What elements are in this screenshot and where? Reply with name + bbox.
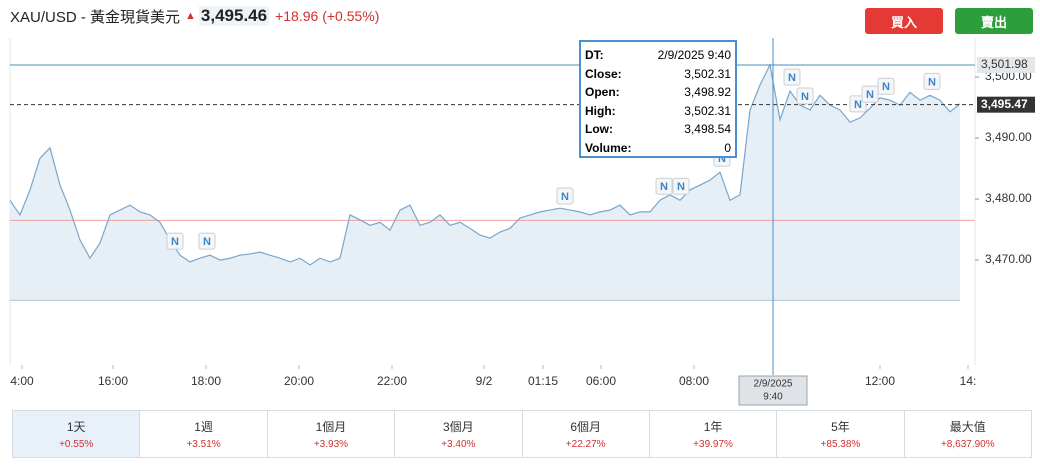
news-marker-label: N — [788, 72, 796, 84]
period-label: 1天 — [66, 420, 86, 434]
price-level-label: 3,501.98 — [981, 57, 1028, 71]
tooltip-row: Open: 3,498.92 — [585, 83, 731, 102]
period-change: +22.27% — [565, 439, 606, 450]
period-tab[interactable]: 3個月 +3.40% — [395, 411, 523, 457]
news-marker-label: N — [854, 99, 862, 111]
price-level-box — [977, 56, 1035, 73]
news-marker — [166, 232, 184, 250]
news-marker — [877, 77, 895, 95]
news-marker-label: N — [203, 236, 211, 248]
period-label: 5年 — [831, 420, 850, 434]
period-tab[interactable]: 1週 +3.51% — [140, 411, 268, 457]
tooltip-value: 3,498.54 — [684, 122, 731, 137]
news-marker — [923, 72, 941, 90]
crosshair-label-box — [738, 375, 808, 406]
area-fill — [10, 64, 960, 301]
crosshair-label: 2/9/2025 — [754, 379, 793, 390]
x-tick-label: 4:00 — [10, 374, 34, 388]
period-label: 1個月 — [315, 420, 347, 434]
tooltip-key: Close: — [585, 66, 622, 81]
period-label: 3個月 — [442, 420, 474, 434]
tooltip: DT: 2/9/2025 9:40 Close: 3,502.31 Open: 3,498… — [579, 40, 737, 158]
news-marker-label: N — [882, 81, 890, 93]
x-tick-label: 22:00 — [377, 374, 407, 388]
news-marker — [655, 177, 673, 195]
period-change: +3.93% — [313, 439, 349, 450]
period-change: +8,637.90% — [940, 439, 995, 450]
tooltip-row: Volume: 0 — [585, 139, 731, 158]
tooltip-row: Close: 3,502.31 — [585, 65, 731, 84]
news-marker — [556, 187, 574, 205]
x-tick-label: 18:00 — [191, 374, 221, 388]
period-change: +3.40% — [441, 439, 476, 450]
tooltip-value: 0 — [724, 140, 731, 155]
tooltip-key: Low: — [585, 122, 613, 137]
header: XAU/USD - 黃金現貨美元 ▲ 3,495.46 +18.96 (+0.5… — [10, 5, 379, 27]
tooltip-value: 3,498.92 — [684, 85, 731, 100]
x-tick-label: 16:00 — [98, 374, 128, 388]
buy-button[interactable]: 買入 — [865, 8, 943, 34]
tooltip-row: High: 3,502.31 — [585, 102, 731, 121]
tooltip-value: 3,502.31 — [684, 103, 731, 118]
instrument-title: XAU/USD - 黃金現貨美元 — [10, 8, 181, 26]
period-label: 1年 — [703, 420, 723, 434]
tooltip-row: Low: 3,498.54 — [585, 120, 731, 139]
period-tabs: 1天 +0.55% 1週 +3.51% 1個月 +3.93% 3個月 +3.40% 6個月 +22… — [12, 410, 1032, 458]
x-tick-label: 12:00 — [865, 374, 895, 388]
news-marker-label: N — [171, 236, 179, 248]
price-level-label: 3,495.47 — [981, 97, 1028, 111]
x-tick-label: 01:15 — [528, 374, 558, 388]
period-tab[interactable]: 5年 +85.38% — [777, 411, 905, 457]
x-tick-label: 14: — [960, 374, 977, 388]
x-tick-label: 06:00 — [586, 374, 616, 388]
period-tab[interactable]: 1個月 +3.93% — [268, 411, 396, 457]
period-change: +85.38% — [820, 439, 861, 450]
y-tick-label: 3,480.00 — [985, 191, 1032, 205]
news-marker — [672, 177, 690, 195]
news-marker-label: N — [718, 153, 726, 165]
y-tick-label: 3,470.00 — [985, 252, 1032, 266]
period-tab[interactable]: 1年 +39.97% — [650, 411, 778, 457]
news-marker-label: N — [866, 89, 874, 101]
price-change: +18.96 (+0.55%) — [275, 8, 380, 24]
news-marker-label: N — [801, 91, 809, 103]
price-level-box — [977, 96, 1035, 113]
up-arrow: ▲ — [185, 10, 196, 22]
period-tab[interactable]: 最大值 +8,637.90% — [905, 411, 1031, 457]
news-marker — [861, 85, 879, 103]
price: 3,495.46 — [198, 6, 270, 26]
period-tab[interactable]: 6個月 +22.27% — [523, 411, 650, 457]
period-label: 6個月 — [570, 420, 602, 434]
period-label: 1週 — [194, 420, 213, 434]
x-tick-label: 20:00 — [284, 374, 314, 388]
period-tab[interactable]: 1天 +0.55% — [13, 411, 141, 457]
tooltip-key: Open: — [585, 85, 620, 100]
period-change: +39.97% — [693, 439, 733, 450]
crosshair-label: 9:40 — [763, 392, 783, 403]
news-marker-label: N — [677, 181, 685, 193]
tooltip-key: High: — [585, 103, 616, 118]
period-change: +0.55% — [59, 439, 94, 450]
period-change: +3.51% — [186, 439, 221, 450]
sell-button[interactable]: 賣出 — [955, 8, 1033, 34]
news-marker-label: N — [561, 191, 569, 203]
period-label: 最大值 — [949, 420, 986, 434]
news-marker — [198, 232, 216, 250]
x-tick-label: 9/2 — [476, 374, 493, 388]
tooltip-value: 3,502.31 — [684, 66, 731, 81]
tooltip-key: DT: — [585, 48, 604, 63]
news-marker-label: N — [660, 181, 668, 193]
news-marker-label: N — [928, 76, 936, 88]
tooltip-key: Volume: — [585, 140, 632, 155]
y-tick-label: 3,490.00 — [985, 130, 1032, 144]
tooltip-row: DT: 2/9/2025 9:40 — [585, 46, 731, 65]
x-tick-label: 08:00 — [679, 374, 709, 388]
tooltip-value: 2/9/2025 9:40 — [657, 48, 731, 63]
news-marker — [783, 68, 801, 86]
news-marker — [796, 87, 814, 105]
